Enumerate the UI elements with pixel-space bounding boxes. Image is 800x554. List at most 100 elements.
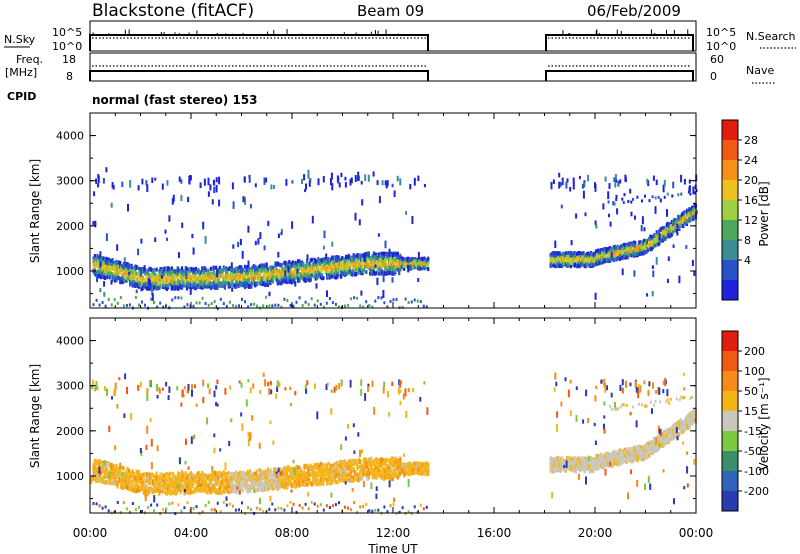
rti-cell — [400, 261, 403, 266]
rti-cell — [156, 478, 160, 483]
rti-cell — [672, 228, 675, 233]
rti-cell — [410, 264, 413, 269]
rti-cell — [349, 178, 352, 186]
rti-cell — [188, 283, 191, 288]
rti-cell — [263, 177, 266, 185]
rti-cell — [324, 269, 327, 274]
rti-cell — [290, 484, 293, 489]
rti-cell — [630, 211, 633, 217]
rti-cell — [143, 472, 146, 477]
rti-cell — [305, 463, 309, 468]
rti-cell — [365, 253, 368, 258]
rti-cell — [352, 270, 355, 275]
rti-cell — [689, 217, 692, 222]
rti-cell — [175, 485, 178, 490]
rti-cell — [182, 279, 185, 284]
rti-cell — [106, 268, 109, 273]
rti-cell — [375, 255, 378, 259]
rti-cell — [307, 481, 310, 486]
rti-cell — [145, 479, 148, 483]
rti-cell — [139, 475, 142, 480]
rti-cell — [298, 296, 301, 300]
rti-cell — [566, 256, 569, 261]
rti-cell — [391, 277, 394, 283]
rti-cell — [552, 260, 555, 265]
rti-cell — [269, 280, 272, 285]
rti-cell — [302, 482, 305, 487]
rti-cell — [97, 274, 100, 279]
rti-cell — [313, 473, 316, 478]
rti-cell — [186, 303, 189, 307]
rti-cell — [239, 238, 242, 246]
rti-cell — [151, 273, 155, 278]
rti-cell — [241, 267, 244, 272]
rti-cell — [179, 280, 182, 285]
rti-cell — [198, 272, 201, 277]
rti-cell — [202, 275, 205, 279]
rti-cell — [207, 191, 210, 197]
rti-cell — [211, 487, 214, 492]
rti-cell — [630, 250, 633, 255]
rti-cell — [213, 300, 216, 303]
rti-cell — [561, 179, 564, 183]
rti-cell — [334, 302, 337, 306]
rti-cell — [278, 482, 281, 486]
rti-cell — [620, 254, 623, 259]
rti-cell — [111, 478, 114, 483]
rti-cell — [661, 226, 665, 231]
rti-cell — [329, 471, 333, 476]
rti-cell — [558, 261, 561, 266]
rti-cell — [122, 485, 125, 490]
rti-cell — [345, 264, 348, 269]
rti-cell — [668, 234, 671, 239]
rti-cell — [189, 266, 192, 271]
rti-cell — [164, 483, 167, 488]
rti-cell — [169, 272, 172, 277]
rti-cell — [175, 478, 178, 483]
rti-cell — [257, 476, 261, 481]
rti-cell — [310, 482, 314, 487]
rti-cell — [212, 485, 215, 490]
rti-cell — [643, 245, 646, 250]
rti-cell — [665, 232, 668, 237]
rti-cell — [105, 233, 108, 241]
rti-cell — [655, 257, 658, 265]
rti-cell — [552, 263, 555, 268]
rti-cell — [316, 478, 319, 483]
rti-cell — [388, 271, 391, 276]
rti-cell — [312, 469, 315, 474]
rti-cell — [165, 274, 168, 279]
rti-cell — [212, 488, 215, 493]
rti-cell — [105, 474, 108, 479]
rti-cell — [584, 258, 588, 263]
rti-cell — [141, 276, 144, 281]
rti-cell — [305, 482, 309, 487]
rti-cell — [175, 488, 178, 493]
rti-cell — [270, 483, 273, 488]
rti-cell — [389, 270, 392, 275]
rti-cell — [259, 271, 262, 276]
rti-cell — [640, 251, 643, 255]
rti-cell — [309, 258, 312, 263]
rti-cell — [134, 274, 137, 279]
rti-cell — [254, 265, 257, 270]
rti-cell — [244, 273, 247, 278]
rti-cell — [303, 272, 306, 277]
rti-cell — [554, 240, 557, 249]
rti-cell — [652, 175, 655, 181]
rti-cell — [386, 269, 389, 274]
rti-cell — [163, 277, 166, 282]
rti-cell — [393, 271, 396, 276]
rti-cell — [208, 474, 211, 479]
rti-cell — [557, 258, 560, 263]
rti-cell — [92, 473, 95, 478]
rti-cell — [333, 275, 336, 279]
rti-cell — [240, 480, 243, 485]
rti-cell — [259, 477, 262, 482]
rti-cell — [208, 487, 211, 492]
rti-cell — [203, 484, 206, 489]
rti-cell — [321, 475, 324, 480]
rti-cell — [321, 468, 324, 473]
rti-cell — [692, 186, 695, 195]
rti-cell — [553, 257, 556, 262]
